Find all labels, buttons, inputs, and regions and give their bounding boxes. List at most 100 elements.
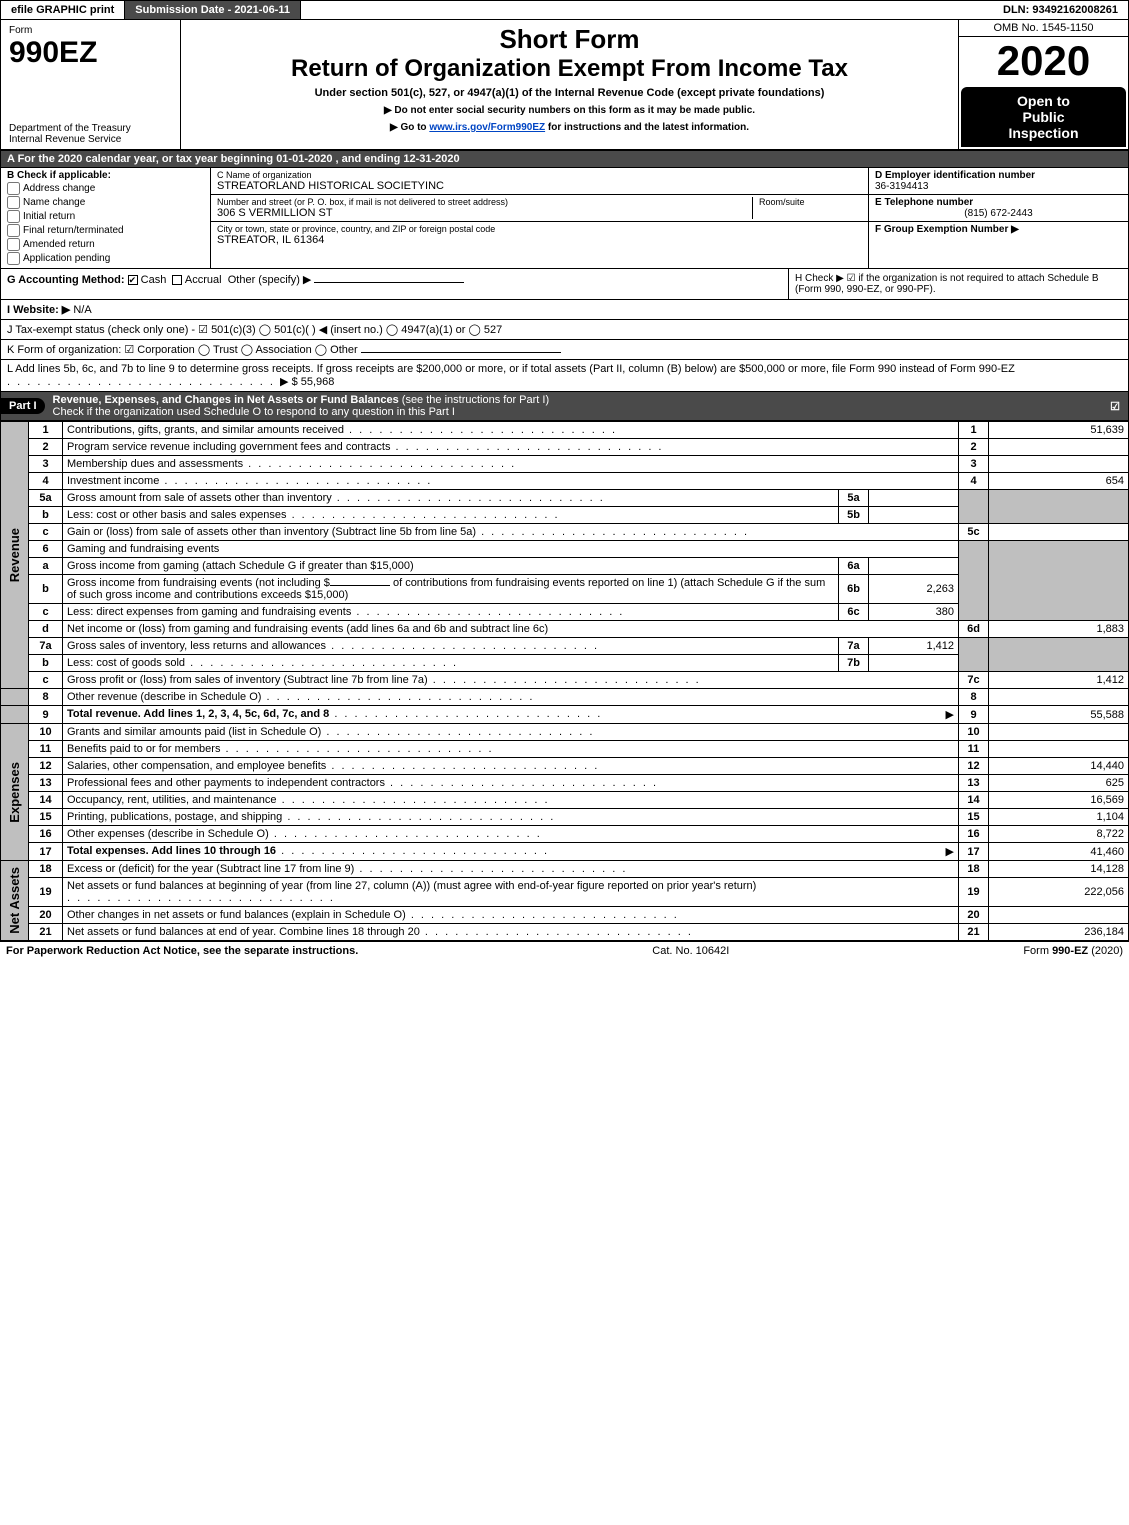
l3-text: Membership dues and assessments [63, 456, 959, 473]
l7b-text: Less: cost of goods sold [63, 655, 839, 672]
addr-value: 306 S VERMILLION ST [217, 207, 333, 219]
l18-num: 18 [29, 861, 63, 878]
line-l-dots [7, 376, 280, 388]
l12-text: Salaries, other compensation, and employ… [63, 758, 959, 775]
l11-num: 11 [29, 741, 63, 758]
goto-prefix: ▶ Go to [390, 122, 429, 133]
l4-amount: 654 [989, 473, 1129, 490]
chk-cash[interactable] [128, 275, 138, 285]
chk-initial-return-label: Initial return [23, 211, 75, 222]
l7a-sublabel: 7a [839, 638, 869, 655]
open-line2: Public [1022, 109, 1064, 125]
omb-number: OMB No. 1545-1150 [959, 20, 1128, 37]
l12-num: 12 [29, 758, 63, 775]
l5a-num: 5a [29, 490, 63, 507]
ssn-warning: ▶ Do not enter social security numbers o… [189, 105, 950, 116]
l11-text: Benefits paid to or for members [63, 741, 959, 758]
chk-amended-return[interactable]: Amended return [7, 238, 204, 251]
l5b-sublabel: 5b [839, 507, 869, 524]
box-b-title: B Check if applicable: [7, 170, 204, 181]
form-header: Form 990EZ Department of the Treasury In… [0, 20, 1129, 151]
l7c-amount: 1,412 [989, 672, 1129, 689]
chk-application-pending[interactable]: Application pending [7, 252, 204, 265]
l8-text: Other revenue (describe in Schedule O) [63, 689, 959, 706]
l6d-amount: 1,883 [989, 621, 1129, 638]
chk-name-change[interactable]: Name change [7, 196, 204, 209]
l10-sidenum: 10 [959, 724, 989, 741]
line-l-amount: 55,968 [301, 376, 335, 388]
form-number: 990EZ [9, 36, 172, 70]
line-k-other-input[interactable] [361, 352, 561, 353]
l7ab-grey [959, 638, 989, 672]
line-l-text: L Add lines 5b, 6c, and 7b to line 9 to … [7, 363, 1015, 375]
revenue-section-label: Revenue [1, 422, 29, 689]
dln-label: DLN: 93492162008261 [993, 1, 1128, 19]
box-d: D Employer identification number 36-3194… [868, 168, 1128, 268]
footer-left: For Paperwork Reduction Act Notice, see … [6, 945, 358, 957]
l15-amount: 1,104 [989, 809, 1129, 826]
part-i-title: Revenue, Expenses, and Changes in Net As… [53, 394, 399, 406]
l3-sidenum: 3 [959, 456, 989, 473]
l10-amount [989, 724, 1129, 741]
l5b-num: b [29, 507, 63, 524]
open-line1: Open to [1017, 93, 1070, 109]
l6a-text: Gross income from gaming (attach Schedul… [63, 558, 839, 575]
line-g: G Accounting Method: Cash Accrual Other … [1, 269, 788, 299]
l17-amount: 41,460 [989, 843, 1129, 861]
part-i-desc: Revenue, Expenses, and Changes in Net As… [45, 394, 550, 418]
l6c-text: Less: direct expenses from gaming and fu… [63, 604, 839, 621]
l17-sidenum: 17 [959, 843, 989, 861]
l14-text: Occupancy, rent, utilities, and maintena… [63, 792, 959, 809]
return-title: Return of Organization Exempt From Incom… [189, 55, 950, 83]
topbar-spacer [301, 1, 993, 19]
chk-final-return[interactable]: Final return/terminated [7, 224, 204, 237]
chk-address-change[interactable]: Address change [7, 182, 204, 195]
header-left: Form 990EZ Department of the Treasury In… [1, 20, 181, 149]
l6d-sidenum: 6d [959, 621, 989, 638]
chk-accrual[interactable] [172, 275, 182, 285]
short-form-title: Short Form [189, 24, 950, 55]
efile-print-button[interactable]: efile GRAPHIC print [1, 1, 125, 19]
part-i-subtitle: (see the instructions for Part I) [399, 394, 549, 406]
irs-link[interactable]: www.irs.gov/Form990EZ [429, 122, 545, 133]
l5c-amount [989, 524, 1129, 541]
chk-initial-return[interactable]: Initial return [7, 210, 204, 223]
l9-num: 9 [29, 706, 63, 724]
chk-address-change-label: Address change [23, 183, 95, 194]
header-right: OMB No. 1545-1150 2020 Open to Public In… [958, 20, 1128, 149]
l13-num: 13 [29, 775, 63, 792]
l2-amount [989, 439, 1129, 456]
org-name-label: C Name of organization [217, 170, 862, 180]
l19-num: 19 [29, 878, 63, 907]
l5b-text: Less: cost or other basis and sales expe… [63, 507, 839, 524]
website-value: N/A [73, 304, 91, 316]
l5a-text: Gross amount from sale of assets other t… [63, 490, 839, 507]
topbar: efile GRAPHIC print Submission Date - 20… [0, 0, 1129, 20]
group-exemption-label: F Group Exemption Number ▶ [875, 224, 1019, 235]
l16-num: 16 [29, 826, 63, 843]
l8-amount [989, 689, 1129, 706]
goto-suffix: for instructions and the latest informat… [545, 122, 749, 133]
l2-num: 2 [29, 439, 63, 456]
l9-text: Total revenue. Add lines 1, 2, 3, 4, 5c,… [63, 706, 959, 724]
l6b-num: b [29, 575, 63, 604]
l14-num: 14 [29, 792, 63, 809]
l7a-num: 7a [29, 638, 63, 655]
l12-amount: 14,440 [989, 758, 1129, 775]
rev-spacer [1, 689, 29, 706]
l18-amount: 14,128 [989, 861, 1129, 878]
part-i-checkbox[interactable]: ☑ [1110, 400, 1120, 413]
l4-num: 4 [29, 473, 63, 490]
l6-num: 6 [29, 541, 63, 558]
l6-text: Gaming and fundraising events [63, 541, 959, 558]
other-specify-input[interactable] [314, 282, 464, 283]
line-i-label: I Website: ▶ [7, 304, 70, 316]
l7b-subamount [869, 655, 959, 672]
submission-date: Submission Date - 2021-06-11 [125, 1, 301, 19]
l14-sidenum: 14 [959, 792, 989, 809]
l17-text: Total expenses. Add lines 10 through 16▶ [63, 843, 959, 861]
l7a-subamount: 1,412 [869, 638, 959, 655]
l14-amount: 16,569 [989, 792, 1129, 809]
l2-sidenum: 2 [959, 439, 989, 456]
l21-amount: 236,184 [989, 924, 1129, 941]
